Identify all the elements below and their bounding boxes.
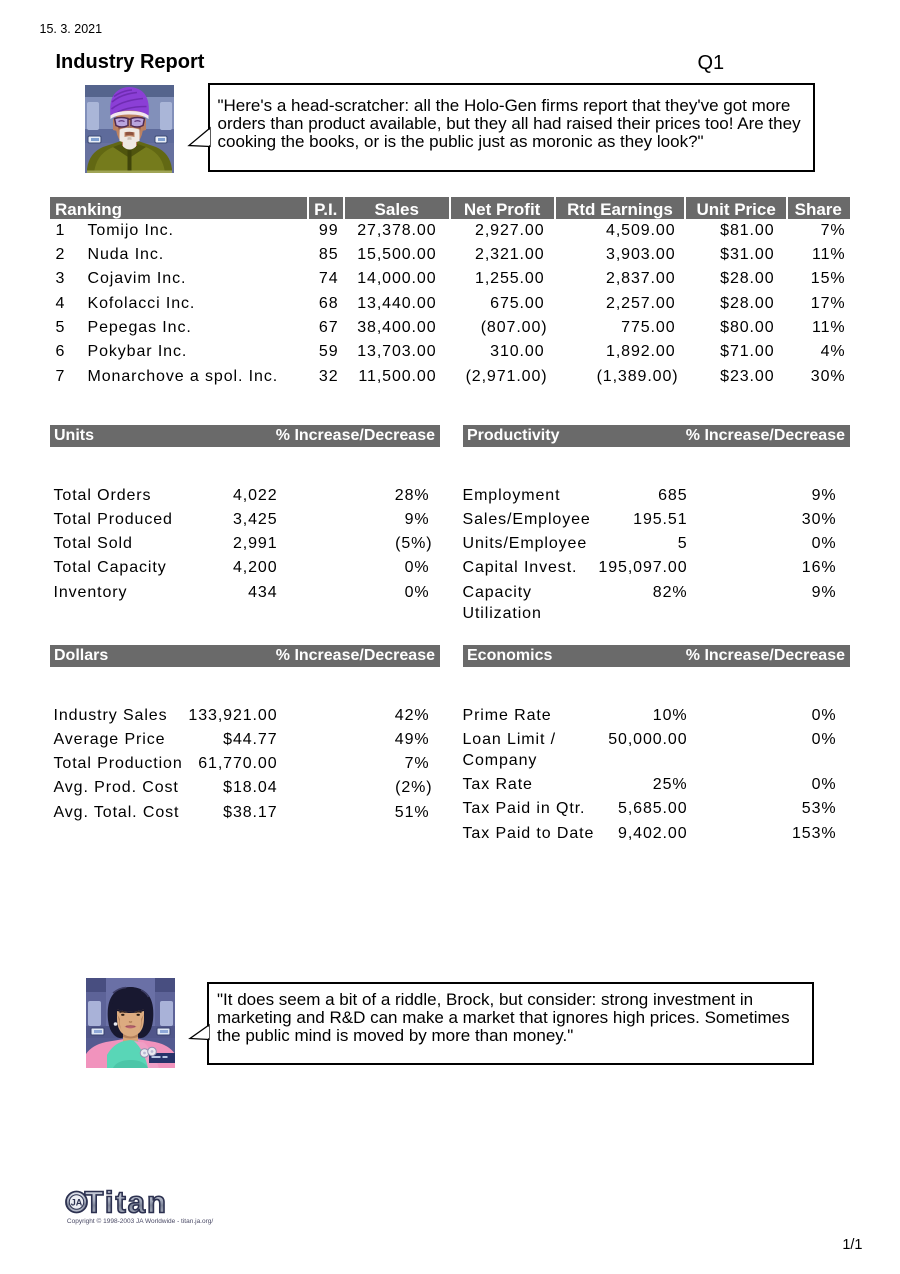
- svg-text:JA: JA: [71, 1197, 83, 1207]
- svg-text:Titan: Titan: [85, 1184, 169, 1218]
